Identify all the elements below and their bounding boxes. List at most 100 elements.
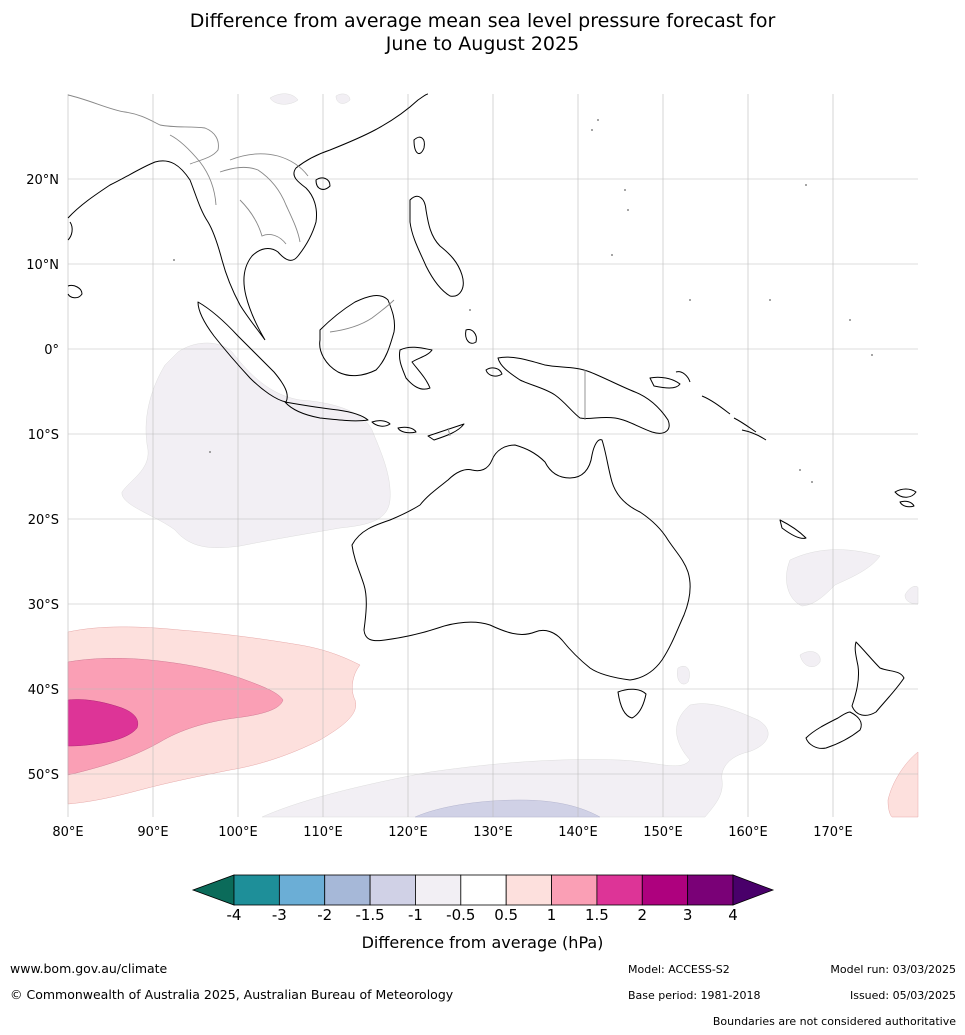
- contour-neg-0.5-north-1: [269, 93, 299, 105]
- mainland-asia-coastline: [67, 93, 429, 341]
- border-thailand-cambodia: [239, 199, 287, 245]
- colorbar-swatch: [596, 874, 643, 906]
- contour-neg-1-southern: [414, 799, 601, 818]
- longitude-label: 100°E: [218, 825, 258, 840]
- border-timor: [447, 427, 451, 437]
- colorbar-swatch: [415, 874, 462, 906]
- title-line-2: June to August 2025: [385, 33, 580, 55]
- longitude-label: 160°E: [728, 825, 768, 840]
- contour-neg-0.5-southern: [261, 703, 769, 818]
- longitude-label: 150°E: [643, 825, 683, 840]
- new-guinea-coastline: [497, 356, 670, 434]
- island-dot: [849, 319, 851, 321]
- india-coastline: [67, 221, 73, 241]
- island-dot: [591, 129, 593, 131]
- model-run-date: Model run: 03/03/2025: [830, 963, 956, 976]
- latitude-labels: 20°N 10°N 0° 10°S 20°S 30°S 40°S 50°S: [26, 173, 59, 783]
- island-dot: [799, 469, 801, 471]
- fiji-coastline: [894, 488, 917, 508]
- colorbar-tick-label: -4: [226, 906, 242, 924]
- contour-neg-0.5-small-2: [677, 666, 690, 685]
- latitude-label: 30°S: [28, 598, 59, 613]
- solomon-islands-coastline: [701, 395, 767, 441]
- colorbar-tick-label: 1: [546, 906, 557, 924]
- latitude-label: 0°: [44, 343, 59, 358]
- colorbar-swatch: [233, 874, 280, 906]
- colorbar-tick-label: -3: [271, 906, 287, 924]
- new-zealand-north-coastline: [851, 641, 905, 716]
- colorbar-tick-label: -2: [317, 906, 333, 924]
- contour-neg-0.5-small-1: [799, 651, 821, 667]
- base-period: Base period: 1981-2018: [628, 989, 761, 1002]
- island-dot: [597, 119, 599, 121]
- border-china-north: [67, 94, 219, 165]
- australia-coastline: [351, 439, 691, 681]
- map-title: Difference from average mean sea level p…: [0, 10, 965, 56]
- borneo-coastline: [319, 295, 395, 377]
- java-coastline: [284, 401, 369, 422]
- colorbar-swatch: [324, 874, 371, 906]
- border-borneo: [329, 299, 395, 333]
- colorbar-tick-label: -0.5: [446, 906, 476, 924]
- sulawesi-coastline: [399, 346, 433, 390]
- island-dot: [209, 451, 211, 453]
- colorbar: [191, 874, 775, 906]
- contour-neg-0.5-north-2: [335, 93, 351, 104]
- border-laos-vietnam: [219, 166, 301, 243]
- tasmania-coastline: [617, 688, 647, 719]
- longitude-label: 120°E: [388, 825, 428, 840]
- colorbar-swatch: [369, 874, 416, 906]
- maluku-coastline: [465, 329, 503, 377]
- island-dot: [627, 209, 629, 211]
- border-china-vietnam: [229, 153, 309, 177]
- contour-pos-1.5-south-west: [67, 699, 138, 747]
- hainan-coastline: [315, 177, 331, 190]
- graticule: [67, 94, 918, 817]
- island-dot: [871, 354, 873, 356]
- latitude-label: 40°S: [28, 683, 59, 698]
- island-dot: [811, 481, 813, 483]
- colorbar-tick-label: 3: [682, 906, 693, 924]
- colorbar-tick-label: 2: [637, 906, 648, 924]
- island-dot: [624, 189, 626, 191]
- colorbar-tick-label: -1.5: [355, 906, 385, 924]
- longitude-labels: 80°E 90°E 100°E 110°E 120°E 130°E 140°E 150°E 16…: [52, 825, 852, 840]
- latitude-label: 20°S: [28, 513, 59, 528]
- copyright-text: © Commonwealth of Australia 2025, Austra…: [10, 987, 454, 1002]
- colorbar-swatch: [278, 874, 326, 906]
- border-myanmar: [169, 134, 217, 206]
- contour-pos-1-south-west: [67, 658, 284, 776]
- website-link[interactable]: www.bom.gov.au/climate: [10, 961, 168, 976]
- timor-coastline: [371, 420, 465, 441]
- latitude-label: 20°N: [26, 173, 59, 188]
- sri-lanka-coastline: [67, 285, 83, 299]
- colorbar-swatch: [551, 874, 598, 906]
- longitude-label: 140°E: [558, 825, 598, 840]
- colorbar-tick-label: -1: [407, 906, 423, 924]
- colorbar-swatch: [641, 874, 689, 906]
- map-panel: [67, 93, 919, 818]
- latitude-label: 50°S: [28, 768, 59, 783]
- latitude-label: 10°S: [28, 428, 59, 443]
- longitude-label: 170°E: [813, 825, 853, 840]
- colorbar-swatch: [687, 874, 734, 906]
- new-zealand-south-coastline: [805, 711, 862, 749]
- colorbar-tick-label: 1.5: [584, 906, 609, 924]
- latitude-label: 10°N: [26, 258, 59, 273]
- longitude-label: 110°E: [303, 825, 343, 840]
- island-dot: [805, 184, 807, 186]
- island-dot: [611, 254, 613, 256]
- contour-pos-0.5-south-east: [887, 751, 919, 818]
- model-name: Model: ACCESS-S2: [628, 963, 730, 976]
- small-islands: [173, 119, 873, 483]
- coastlines: [67, 93, 917, 749]
- colorbar-tick-label: 0.5: [494, 906, 519, 924]
- title-line-1: Difference from average mean sea level p…: [189, 10, 776, 32]
- island-dot: [469, 309, 471, 311]
- issued-date: Issued: 05/03/2025: [849, 989, 956, 1002]
- colorbar-tick-label: 4: [728, 906, 738, 924]
- taiwan-coastline: [413, 136, 425, 155]
- island-dot: [173, 259, 175, 261]
- colorbar-extend-high: [732, 874, 775, 906]
